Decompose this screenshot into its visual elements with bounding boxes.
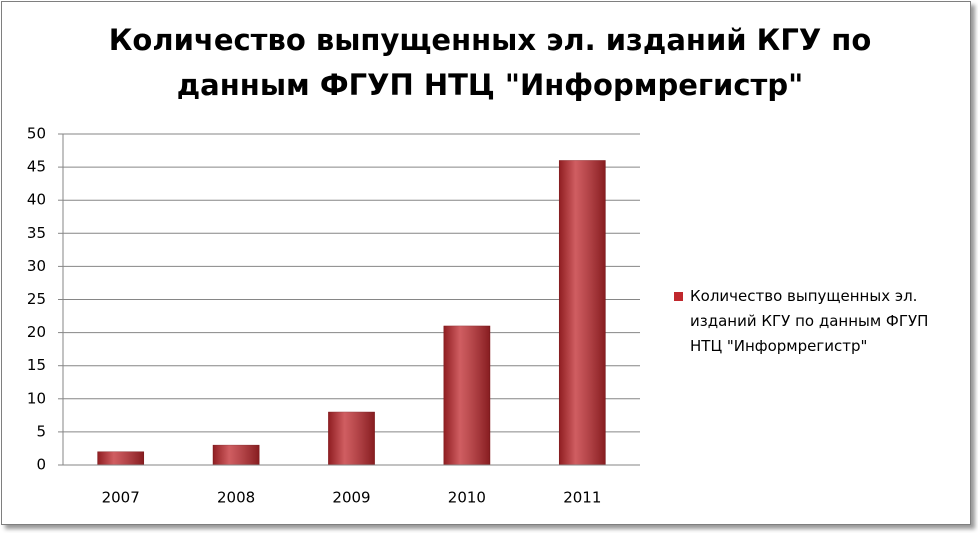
y-tick-label: 45 bbox=[27, 158, 46, 176]
y-tick-label: 35 bbox=[27, 224, 46, 242]
legend-swatch bbox=[674, 292, 683, 301]
x-tick-label: 2007 bbox=[102, 489, 140, 507]
y-tick-label: 25 bbox=[27, 290, 46, 308]
bar-shade bbox=[213, 445, 260, 465]
bar-shade bbox=[97, 451, 144, 465]
x-tick-label: 2008 bbox=[217, 489, 255, 507]
y-tick-label: 20 bbox=[27, 323, 46, 341]
legend: Количество выпущенных эл. изданий КГУ по… bbox=[672, 284, 962, 359]
bar-shade bbox=[559, 160, 606, 466]
y-tick-label: 30 bbox=[27, 257, 46, 275]
bar-shade bbox=[443, 325, 490, 465]
y-tick-label: 0 bbox=[36, 456, 46, 474]
x-tick-label: 2009 bbox=[332, 489, 370, 507]
y-tick-label: 50 bbox=[27, 125, 46, 143]
y-tick-label: 10 bbox=[27, 389, 46, 407]
y-tick-label: 5 bbox=[36, 422, 46, 440]
legend-label: Количество выпущенных эл. изданий КГУ по… bbox=[690, 287, 929, 355]
bar-shade bbox=[328, 412, 375, 465]
y-tick-label: 15 bbox=[27, 356, 46, 374]
y-tick-label: 40 bbox=[27, 191, 46, 209]
chart-title: Количество выпущенных эл. изданий КГУ по… bbox=[108, 23, 872, 102]
x-tick-label: 2010 bbox=[448, 489, 486, 507]
x-tick-label: 2011 bbox=[563, 489, 601, 507]
